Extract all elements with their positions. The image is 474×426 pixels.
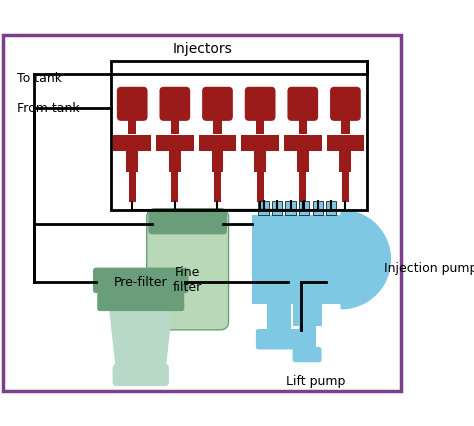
Bar — [312, 201, 323, 215]
Bar — [339, 149, 351, 172]
Bar — [257, 170, 264, 202]
Bar — [129, 170, 136, 202]
Bar — [326, 201, 337, 215]
Text: Pre-filter: Pre-filter — [114, 276, 167, 289]
Polygon shape — [341, 210, 391, 309]
Bar — [272, 201, 282, 215]
Bar — [292, 279, 321, 325]
Bar — [258, 201, 269, 215]
FancyBboxPatch shape — [97, 292, 184, 311]
Text: Injection pump: Injection pump — [384, 262, 474, 274]
Text: From tank: From tank — [17, 101, 80, 115]
Bar — [214, 170, 221, 202]
Bar — [213, 115, 222, 134]
Bar — [111, 61, 367, 210]
Bar — [179, 210, 196, 217]
Text: Lift pump: Lift pump — [286, 375, 345, 388]
Text: To tank: To tank — [17, 72, 62, 85]
Bar — [299, 322, 316, 353]
Bar — [169, 149, 181, 172]
FancyBboxPatch shape — [148, 210, 227, 234]
Bar — [172, 170, 178, 202]
Bar — [211, 149, 223, 172]
Bar — [241, 135, 279, 151]
Bar — [285, 201, 296, 215]
FancyBboxPatch shape — [159, 87, 190, 121]
Bar — [327, 135, 364, 151]
Bar — [130, 268, 151, 274]
Bar — [199, 135, 236, 151]
FancyBboxPatch shape — [117, 87, 147, 121]
FancyBboxPatch shape — [292, 347, 321, 362]
Bar — [256, 115, 264, 134]
Bar — [284, 135, 321, 151]
FancyBboxPatch shape — [113, 364, 169, 386]
Bar — [267, 302, 291, 334]
Bar — [109, 274, 173, 296]
Bar — [252, 215, 341, 304]
Bar — [156, 135, 193, 151]
Bar — [126, 149, 138, 172]
Polygon shape — [109, 296, 173, 373]
Bar — [113, 135, 151, 151]
Bar — [128, 115, 137, 134]
FancyBboxPatch shape — [202, 87, 233, 121]
FancyBboxPatch shape — [245, 87, 275, 121]
FancyBboxPatch shape — [146, 209, 228, 330]
Text: Injectors: Injectors — [172, 42, 232, 55]
Bar — [341, 115, 350, 134]
FancyBboxPatch shape — [287, 87, 318, 121]
Bar — [299, 115, 307, 134]
Bar — [299, 201, 309, 215]
Bar — [254, 149, 266, 172]
Bar — [300, 170, 306, 202]
FancyBboxPatch shape — [330, 87, 361, 121]
FancyBboxPatch shape — [93, 268, 189, 293]
Bar — [342, 170, 349, 202]
Bar — [171, 115, 179, 134]
FancyBboxPatch shape — [256, 329, 302, 349]
FancyBboxPatch shape — [282, 252, 333, 290]
Text: Fine
filter: Fine filter — [173, 266, 202, 294]
Bar — [297, 149, 309, 172]
